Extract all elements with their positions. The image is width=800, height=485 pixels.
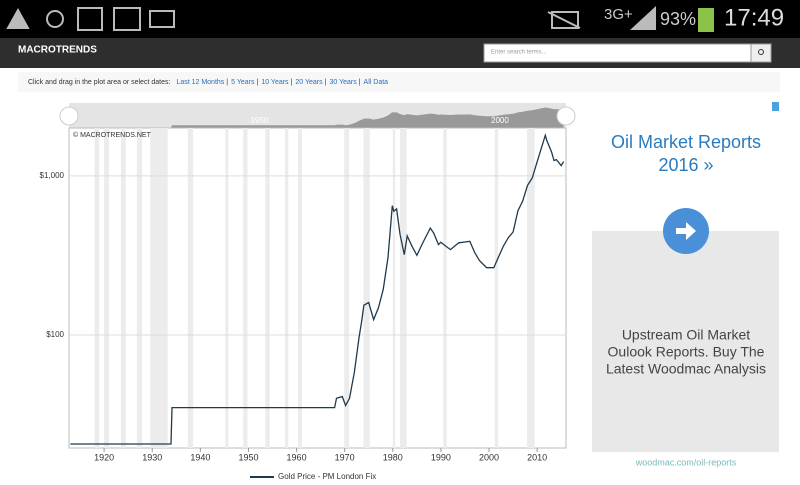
signal-icon [630, 6, 656, 30]
recession-band [150, 128, 168, 448]
recession-band [265, 128, 270, 448]
x-tick-label: 1960 [287, 452, 307, 462]
x-tick-label: 1970 [335, 452, 355, 462]
network-type: 3G+ [604, 6, 633, 23]
recession-band [400, 128, 407, 448]
separator: | [226, 79, 228, 86]
separator: | [291, 79, 293, 86]
ad-body: Latest Woodmac Analysis [606, 361, 766, 377]
battery-icon [698, 8, 714, 32]
date-link[interactable]: 20 Years [295, 79, 323, 86]
x-tick-label: 1920 [94, 452, 114, 462]
x-tick-label: 2000 [479, 452, 499, 462]
navigator-area [69, 107, 564, 128]
date-link[interactable]: 5 Years [231, 79, 255, 86]
ad-title[interactable]: Oil Market Reports [611, 132, 761, 152]
date-prompt: Click and drag in the plot area or selec… [28, 79, 170, 86]
price-line [70, 133, 565, 445]
arrow-icon [676, 222, 696, 240]
recession-band [443, 128, 447, 448]
ad-image [592, 231, 779, 452]
recession-band [136, 128, 143, 448]
navigator-tick-label: 2000 [491, 116, 509, 125]
search-placeholder: Enter search terms... [491, 50, 547, 56]
x-tick-label: 1980 [383, 452, 403, 462]
recession-band [243, 128, 248, 448]
recession-band [104, 128, 109, 448]
navigator-tick-label: 1950 [250, 116, 268, 125]
recession-band [187, 128, 194, 448]
x-tick-label: 1930 [142, 452, 162, 462]
x-tick-label: 1940 [190, 452, 210, 462]
navigator-handle[interactable] [59, 106, 79, 126]
separator: | [359, 79, 361, 86]
x-tick-label: 2010 [527, 452, 547, 462]
ad-title[interactable]: 2016 » [658, 155, 713, 175]
x-tick-label: 1950 [238, 452, 258, 462]
date-link[interactable]: All Data [364, 79, 389, 86]
date-bar [18, 72, 780, 92]
separator: | [256, 79, 258, 86]
recession-band [120, 128, 126, 448]
y-tick-label: $100 [46, 330, 64, 339]
notification-icons [6, 7, 581, 31]
search-button[interactable] [750, 43, 772, 63]
recession-band [527, 128, 535, 448]
navigator-handle[interactable] [556, 106, 576, 126]
battery-percent: 93% [660, 9, 696, 29]
x-tick-label: 1990 [431, 452, 451, 462]
recession-band [94, 128, 100, 448]
separator: | [325, 79, 327, 86]
date-link[interactable]: 10 Years [261, 79, 289, 86]
status-bar [0, 0, 800, 38]
recession-band [494, 128, 499, 448]
legend-label[interactable]: Gold Price - PM London Fix [278, 472, 376, 481]
clock: 17:49 [724, 4, 784, 31]
search-icon [758, 49, 764, 55]
date-link[interactable]: Last 12 Months [176, 79, 224, 86]
recession-band [298, 128, 302, 448]
ad-body: Upstream Oil Market [622, 327, 750, 343]
recession-band [344, 128, 350, 448]
y-tick-label: $1,000 [40, 171, 65, 180]
credit: © MACROTRENDS.NET [73, 131, 152, 139]
ad-choices[interactable] [772, 102, 779, 111]
recession-band [392, 128, 396, 448]
date-link[interactable]: 30 Years [329, 79, 357, 86]
ad-body: Oulook Reports. Buy The [608, 344, 765, 360]
recession-band [363, 128, 370, 448]
recession-band [225, 128, 229, 448]
ad-url[interactable]: woodmac.com/oil-reports [635, 457, 737, 467]
brand[interactable]: MACROTRENDS [18, 45, 97, 56]
recession-band [285, 128, 289, 448]
